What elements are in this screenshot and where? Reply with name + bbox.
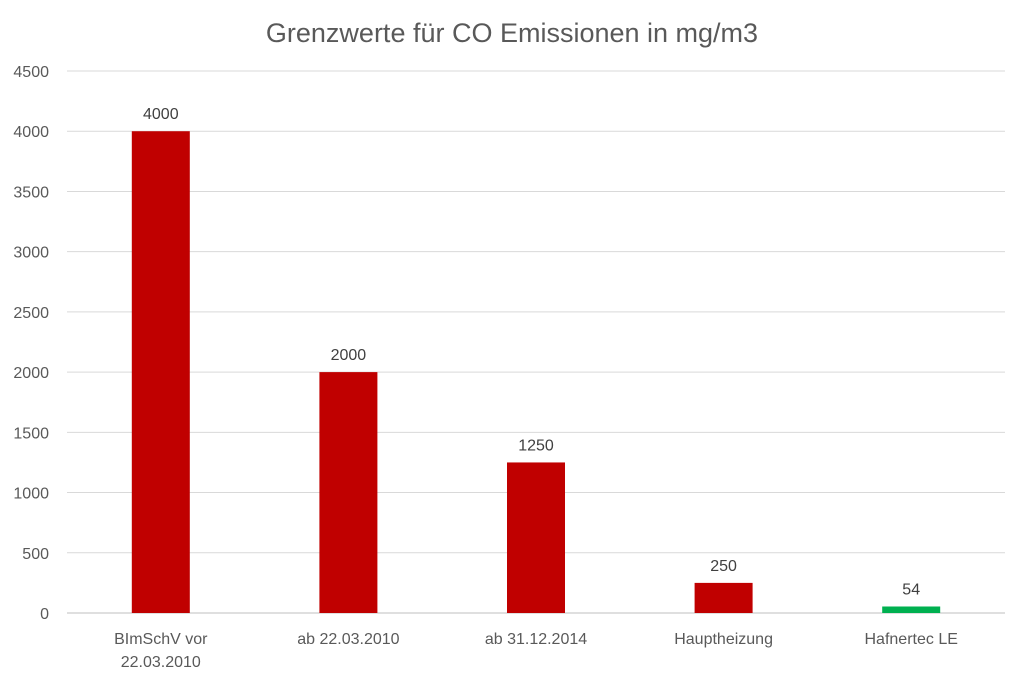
y-tick-label: 0: [40, 606, 49, 623]
y-tick-label: 3500: [13, 184, 49, 201]
x-tick-label: Hauptheizung: [674, 631, 773, 648]
data-label: 1250: [518, 437, 554, 454]
x-tick-label: ab 22.03.2010: [297, 631, 399, 648]
x-tick-label-line: 22.03.2010: [121, 654, 201, 671]
y-axis-ticks: 0 500 1000 1500 2000 2500 3000 3500 4000 4500: [13, 64, 49, 623]
data-label: 54: [902, 581, 920, 598]
data-label: 250: [710, 558, 737, 575]
y-tick-label: 2500: [13, 305, 49, 322]
bar: [694, 582, 753, 613]
bar: [319, 372, 378, 613]
y-tick-label: 4000: [13, 124, 49, 141]
y-tick-label: 1500: [13, 425, 49, 442]
bars: [131, 131, 941, 613]
x-tick-label: ab 31.12.2014: [485, 631, 587, 648]
x-tick-label: Hafnertec LE: [865, 631, 958, 648]
x-tick-label: BImSchV vor 22.03.2010: [114, 631, 208, 671]
gridlines: [67, 70, 1005, 614]
x-tick-label-line: Hafnertec LE: [865, 631, 958, 648]
chart-title: Grenzwerte für CO Emissionen in mg/m3: [266, 18, 758, 48]
data-label: 4000: [143, 106, 179, 123]
x-tick-label-line: Hauptheizung: [674, 631, 773, 648]
y-tick-label: 2000: [13, 365, 49, 382]
y-tick-label: 500: [22, 546, 49, 563]
y-tick-label: 4500: [13, 64, 49, 81]
x-axis-ticks: BImSchV vor 22.03.2010 ab 22.03.2010 ab 31.…: [114, 631, 958, 671]
bar: [507, 462, 565, 613]
y-tick-label: 1000: [13, 486, 49, 503]
x-tick-label-line: BImSchV vor: [114, 631, 208, 648]
x-tick-label-line: ab 31.12.2014: [485, 631, 587, 648]
bar: [131, 131, 190, 613]
data-label: 2000: [331, 347, 367, 364]
bar: [882, 606, 941, 613]
data-labels: 4000 2000 1250 250 54: [143, 106, 920, 598]
y-tick-label: 3000: [13, 245, 49, 262]
x-tick-label-line: ab 22.03.2010: [297, 631, 399, 648]
